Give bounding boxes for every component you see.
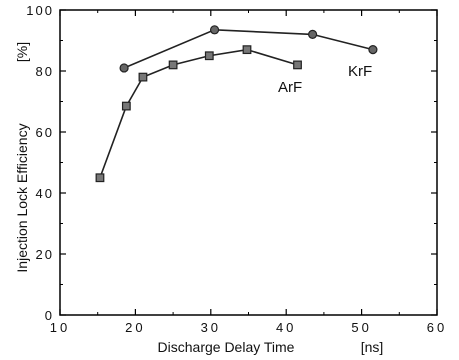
axis-ticks — [60, 10, 437, 315]
series-line-arf — [100, 50, 298, 178]
x-tick-label: 60 — [427, 320, 447, 335]
data-point-arf — [205, 52, 213, 60]
y-tick-label: 40 — [36, 186, 54, 201]
data-point-arf — [96, 174, 104, 182]
y-tick-label: 80 — [36, 64, 54, 79]
y-axis-title: Injection Lock Efficiency — [14, 123, 30, 272]
data-point-krf — [211, 26, 219, 34]
x-tick-label: 20 — [125, 320, 145, 335]
data-point-arf — [123, 102, 131, 110]
data-point-krf — [309, 30, 317, 38]
series-label-arf: ArF — [278, 79, 302, 96]
data-point-arf — [169, 61, 177, 69]
x-tick-label: 30 — [201, 320, 221, 335]
x-axis-title: Discharge Delay Time — [158, 339, 295, 355]
data-point-krf — [369, 46, 377, 54]
y-tick-label: 20 — [36, 247, 54, 262]
series-label-krf: KrF — [348, 63, 372, 80]
data-point-arf — [294, 61, 302, 69]
x-tick-label: 50 — [351, 320, 371, 335]
y-tick-label: 0 — [45, 308, 54, 323]
data-point-arf — [139, 73, 147, 81]
series-layer — [96, 26, 377, 182]
x-axis-unit: [ns] — [361, 339, 384, 355]
y-tick-label: 100 — [26, 3, 54, 18]
y-axis-unit: [%] — [14, 42, 30, 62]
plot-frame — [60, 10, 437, 315]
data-point-arf — [243, 46, 251, 54]
y-tick-label: 60 — [36, 125, 54, 140]
x-tick-label: 40 — [276, 320, 296, 335]
data-point-krf — [120, 64, 128, 72]
